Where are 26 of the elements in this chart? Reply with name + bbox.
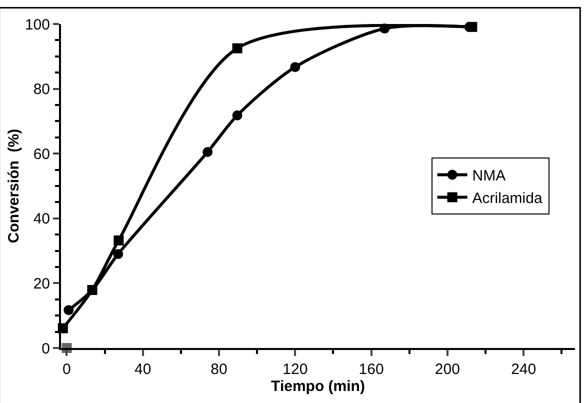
- point: [232, 110, 242, 120]
- x-tick-label: 0: [62, 361, 71, 378]
- point: [202, 146, 213, 157]
- point: [467, 22, 478, 32]
- x-axis-title: Tiempo (min): [271, 378, 365, 395]
- x-tick-label: 200: [434, 361, 460, 378]
- y-tick-label: 40: [33, 210, 50, 228]
- y-tick-label: 100: [24, 16, 50, 34]
- point: [87, 285, 98, 295]
- legend-label: NMA: [472, 168, 506, 185]
- y-tick-label: 0: [42, 340, 50, 358]
- point: [232, 43, 242, 54]
- point: [114, 235, 124, 246]
- x-tick-label: 120: [282, 361, 308, 378]
- x-tick-label: 80: [210, 361, 228, 378]
- x-tick-label: 160: [358, 361, 384, 378]
- y-tick-label: 60: [33, 146, 50, 163]
- x-tick-label: 240: [511, 361, 536, 378]
- x-tick-label: 40: [134, 361, 152, 378]
- legend-label: Acrilamida: [472, 190, 543, 208]
- point: [64, 305, 74, 316]
- y-tick-label: 80: [33, 81, 50, 98]
- point: [113, 249, 124, 260]
- y-axis-title: Conversión (%): [6, 128, 23, 244]
- point: [290, 62, 300, 72]
- y-tick-label: 20: [33, 275, 50, 292]
